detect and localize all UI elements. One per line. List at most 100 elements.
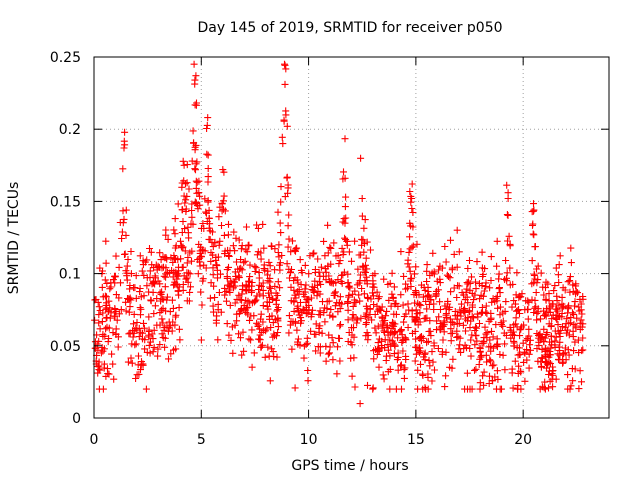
data-point <box>424 373 432 381</box>
data-point <box>559 284 567 292</box>
data-point <box>228 323 236 331</box>
data-point <box>447 236 454 244</box>
data-point <box>371 324 379 332</box>
data-point <box>477 353 485 361</box>
data-point <box>108 350 116 358</box>
data-point <box>192 166 199 174</box>
data-point <box>375 363 383 371</box>
data-point <box>447 337 455 345</box>
data-point <box>504 189 512 197</box>
data-point <box>537 315 544 323</box>
data-point <box>423 267 431 275</box>
data-point <box>304 309 312 317</box>
data-point <box>534 357 542 365</box>
data-point <box>167 254 175 262</box>
data-point <box>489 333 497 341</box>
data-point <box>119 207 127 215</box>
data-point <box>266 285 274 292</box>
data-point <box>557 327 565 334</box>
data-point <box>335 260 343 268</box>
data-point <box>512 320 520 328</box>
data-point <box>300 354 308 362</box>
data-point <box>524 315 532 323</box>
data-point <box>153 266 161 274</box>
data-point <box>535 331 542 339</box>
data-point <box>571 302 578 310</box>
data-point <box>157 306 165 314</box>
data-point <box>442 348 450 356</box>
data-point <box>199 275 207 283</box>
data-point <box>467 336 475 344</box>
data-point <box>503 181 511 189</box>
data-point <box>146 245 153 252</box>
data-point <box>246 261 254 269</box>
data-point <box>191 165 199 173</box>
data-point <box>190 139 197 147</box>
data-point <box>485 380 493 387</box>
data-point <box>273 307 281 315</box>
data-point <box>429 358 437 366</box>
data-point <box>480 368 488 376</box>
data-point <box>94 363 102 370</box>
data-point <box>326 349 333 357</box>
data-point <box>146 274 154 282</box>
data-point <box>547 322 555 330</box>
data-point <box>468 273 475 281</box>
data-point <box>400 374 408 382</box>
data-point <box>402 285 410 293</box>
data-point <box>264 267 272 275</box>
data-point <box>100 360 108 368</box>
data-point <box>400 318 408 326</box>
data-point <box>116 219 124 226</box>
data-point <box>384 331 392 339</box>
data-point <box>136 285 144 292</box>
data-point <box>491 373 499 381</box>
data-point <box>246 299 254 307</box>
x-tick-label: 20 <box>514 432 532 448</box>
data-point <box>530 206 538 214</box>
data-point <box>307 294 315 302</box>
data-point <box>266 262 274 270</box>
data-point <box>408 180 416 188</box>
data-point <box>221 291 229 299</box>
data-point <box>565 302 573 310</box>
data-point <box>386 352 394 360</box>
data-point <box>301 261 309 269</box>
data-point <box>380 327 388 335</box>
data-point <box>546 304 554 312</box>
data-point <box>158 315 166 323</box>
data-point <box>482 282 490 290</box>
data-point <box>123 272 131 280</box>
chart-title: Day 145 of 2019, SRMTID for receiver p05… <box>197 20 502 36</box>
data-point <box>369 292 377 300</box>
data-point <box>251 262 259 270</box>
data-point <box>98 318 106 326</box>
data-point <box>569 327 577 335</box>
data-point <box>280 117 288 125</box>
data-point <box>538 354 546 362</box>
data-point <box>476 385 484 393</box>
data-point <box>322 276 330 284</box>
data-point <box>369 289 376 297</box>
data-point <box>145 341 153 349</box>
data-point <box>556 338 564 346</box>
data-point <box>163 296 171 304</box>
data-point <box>532 303 540 311</box>
data-point <box>471 341 479 349</box>
data-point <box>115 263 123 271</box>
data-point <box>555 356 563 364</box>
data-point <box>211 294 219 301</box>
data-point <box>182 196 190 204</box>
data-point <box>227 279 235 287</box>
data-point <box>540 337 548 345</box>
data-point <box>278 133 286 141</box>
data-point <box>461 385 469 393</box>
data-point <box>159 334 167 342</box>
data-point <box>143 348 151 356</box>
data-point <box>213 312 221 320</box>
data-point <box>176 336 184 344</box>
data-point <box>471 327 479 334</box>
data-point <box>473 310 481 318</box>
data-point <box>201 195 209 203</box>
data-point <box>493 262 501 270</box>
